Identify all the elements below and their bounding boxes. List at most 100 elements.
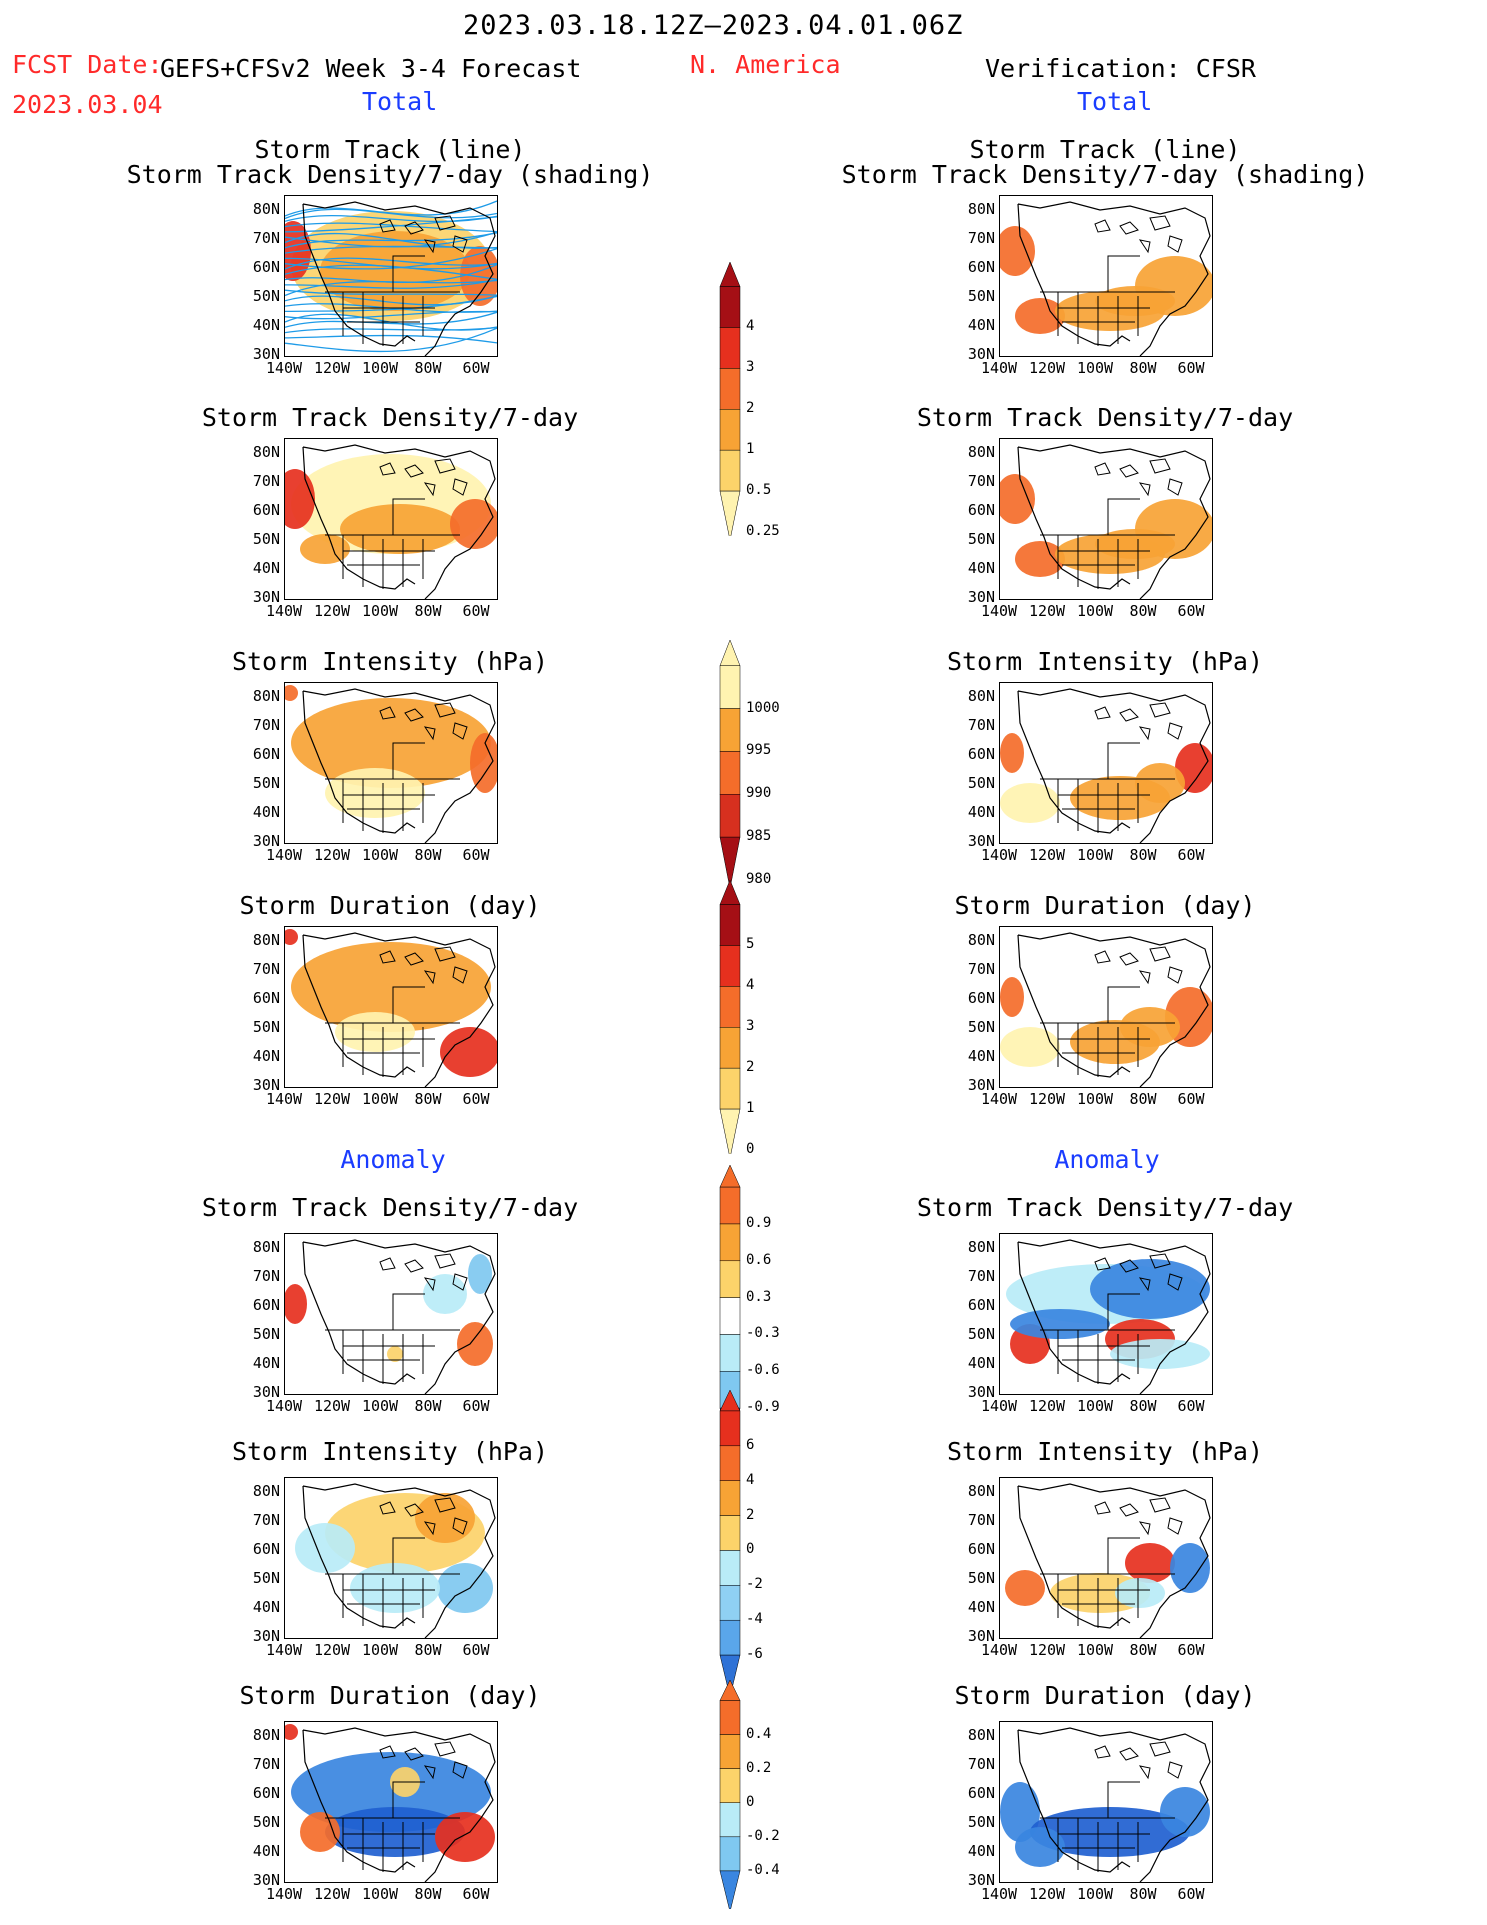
map-canvas <box>285 929 497 1087</box>
colorbar-segment <box>719 1619 741 1656</box>
lon-tick-label: 100W <box>1076 1397 1114 1415</box>
shading-region <box>1000 783 1060 823</box>
colorbar-tick-label: 5 <box>746 936 755 953</box>
colorbar-tick-label: 0.4 <box>746 1725 772 1742</box>
lon-tick-label: 80W <box>1129 1641 1157 1659</box>
lon-tick-label: 80W <box>1129 602 1157 620</box>
lon-tick-label: 140W <box>980 1090 1018 1108</box>
storm-track-line <box>285 257 497 270</box>
colorbar-tick-label: 985 <box>746 828 772 845</box>
storm-track-line <box>285 222 497 233</box>
lat-tick-label: 50N <box>967 1325 995 1343</box>
shading-region <box>335 1012 415 1052</box>
storm-track-line <box>285 245 497 254</box>
coastline <box>1017 1239 1211 1394</box>
lon-tick-label: 60W <box>1177 846 1205 864</box>
lon-tick-label: 60W <box>462 1641 490 1659</box>
colorbar-tick-label: 0 <box>746 1793 755 1810</box>
arctic-islands <box>379 1741 468 1780</box>
shading-region <box>325 1807 465 1857</box>
lon-tick-label: 60W <box>462 602 490 620</box>
panel-title: Storm Duration (day) <box>239 1681 541 1710</box>
coastline <box>1017 201 1211 356</box>
lon-tick-label: 100W <box>1076 1641 1114 1659</box>
shading-region <box>1095 529 1175 559</box>
lon-tick-label: 140W <box>980 1885 1018 1903</box>
arctic-islands <box>379 1253 468 1292</box>
lon-tick-label: 80W <box>1129 1397 1157 1415</box>
colorbar-segment <box>719 904 741 946</box>
state-borders <box>325 1781 460 1872</box>
lon-tick-label: 60W <box>1177 1641 1205 1659</box>
coastline <box>302 201 496 356</box>
colorbar-tick-label: -4 <box>746 1611 763 1628</box>
arctic-islands <box>1094 1741 1183 1780</box>
state-borders <box>1040 742 1175 833</box>
lon-tick-label: 120W <box>313 1397 351 1415</box>
lat-tick-label: 50N <box>252 287 280 305</box>
map-right-3 <box>999 926 1213 1088</box>
state-borders <box>325 255 460 346</box>
lat-tick-label: 80N <box>967 1726 995 1744</box>
colorbar-tick-label: 0.6 <box>746 1251 772 1268</box>
lat-tick-label: 40N <box>252 316 280 334</box>
coastline <box>302 444 496 599</box>
lon-tick-label: 60W <box>462 1090 490 1108</box>
map-right-5 <box>999 1477 1213 1639</box>
colorbar-segment <box>719 286 741 328</box>
lon-tick-label: 140W <box>265 1885 303 1903</box>
panel-title: Storm Track Density/7-day <box>201 403 579 432</box>
lon-tick-label: 120W <box>1028 1090 1066 1108</box>
map-canvas <box>285 1239 496 1394</box>
panel-title: Storm Intensity (hPa) <box>946 1437 1264 1466</box>
lon-tick-label: 100W <box>361 1641 399 1659</box>
fcst-date-label: FCST Date: <box>12 50 163 79</box>
shading-region <box>437 1563 493 1613</box>
lat-tick-label: 60N <box>967 1296 995 1314</box>
lon-tick-label: 120W <box>1028 602 1066 620</box>
lat-tick-label: 30N <box>967 1076 995 1094</box>
lat-tick-label: 80N <box>252 931 280 949</box>
fcst-date-value: 2023.03.04 <box>12 90 163 119</box>
lon-tick-label: 100W <box>361 846 399 864</box>
shading-region <box>1015 1827 1065 1867</box>
lat-tick-label: 40N <box>967 1047 995 1065</box>
map-left-1 <box>284 438 498 600</box>
map-canvas <box>1005 1483 1211 1638</box>
lon-tick-label: 100W <box>361 1397 399 1415</box>
panel-title: Storm Intensity (hPa) <box>946 647 1264 676</box>
lat-tick-label: 60N <box>967 1540 995 1558</box>
lon-tick-label: 80W <box>1129 846 1157 864</box>
lat-tick-label: 70N <box>967 960 995 978</box>
colorbar-segment <box>719 1768 741 1803</box>
colorbar-segment <box>719 1515 741 1551</box>
lat-tick-label: 50N <box>967 530 995 548</box>
colorbar-tick-label: 1000 <box>746 699 780 716</box>
state-borders <box>325 1293 460 1384</box>
storm-track-line <box>285 327 497 353</box>
lon-tick-label: 80W <box>414 1397 442 1415</box>
arctic-islands <box>1094 458 1183 497</box>
colorbar-tick-label: 1 <box>746 1100 755 1117</box>
colorbar-tick-label: 0.25 <box>746 523 780 539</box>
colorbar-tick-label: -0.9 <box>746 1399 780 1416</box>
lat-tick-label: 40N <box>252 559 280 577</box>
lon-tick-label: 100W <box>1076 1090 1114 1108</box>
colorbar-segment <box>719 1223 741 1262</box>
colorbar-tick-label: 1 <box>746 441 755 458</box>
shading-region <box>1000 226 1035 276</box>
colorbar-segment <box>719 708 741 752</box>
colorbar-segment <box>719 1700 741 1735</box>
arctic-islands <box>1094 1497 1183 1536</box>
colorbar-tick-label: 0.5 <box>746 482 772 499</box>
lat-tick-label: 50N <box>967 287 995 305</box>
map-left-2 <box>284 682 498 844</box>
colorbar-tick-label: 0.2 <box>746 1759 772 1776</box>
lat-tick-label: 30N <box>252 832 280 850</box>
lat-tick-label: 70N <box>967 1267 995 1285</box>
lat-tick-label: 60N <box>967 989 995 1007</box>
colorbar-segment <box>719 1108 741 1159</box>
lon-tick-label: 80W <box>414 602 442 620</box>
shading-region <box>1005 1570 1045 1606</box>
lat-tick-label: 60N <box>252 1540 280 1558</box>
